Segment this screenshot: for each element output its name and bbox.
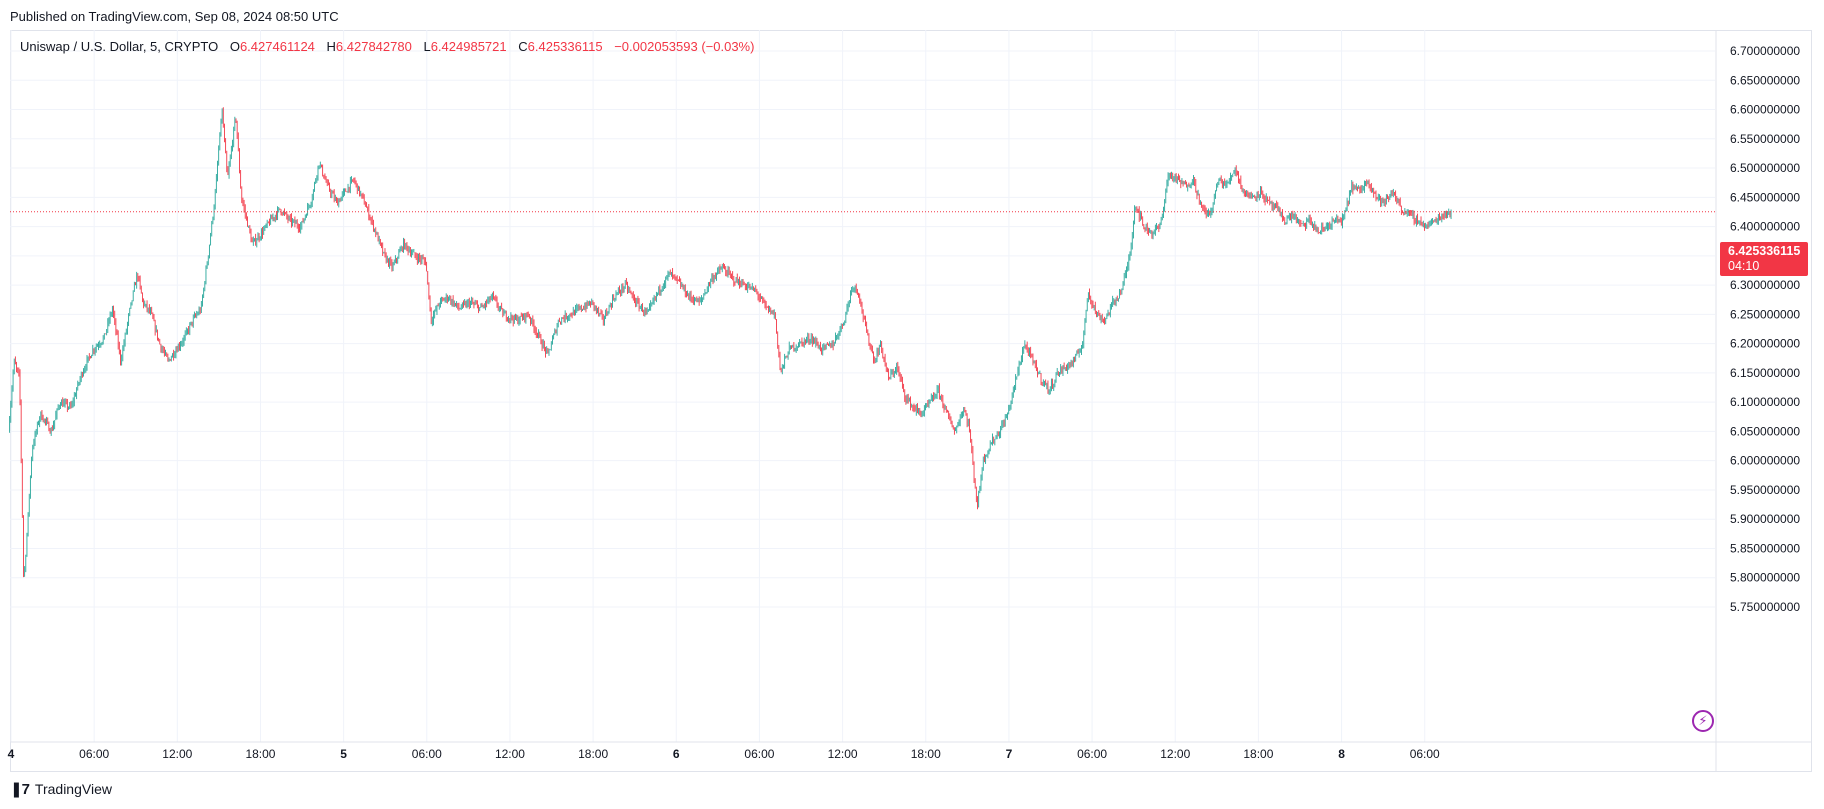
y-tick-label: 6.700000000 [1730,44,1800,58]
last-price-value: 6.425336115 [1728,244,1801,258]
y-tick-label: 5.850000000 [1730,541,1800,555]
close-value: 6.425336115 [527,39,603,54]
y-tick-label: 5.950000000 [1730,483,1800,497]
tradingview-logo-icon: ❚7 [10,781,30,798]
last-price-tag: 6.425336115 04:10 [1720,242,1808,276]
x-tick-label: 12:00 [495,747,525,761]
x-tick-label: 18:00 [1243,747,1273,761]
y-tick-label: 6.100000000 [1730,395,1800,409]
high-value: 6.427842780 [335,39,412,54]
x-tick-label: 4 [8,747,15,761]
x-tick-label: 12:00 [1160,747,1190,761]
bar-countdown: 04:10 [1728,259,1760,273]
y-tick-label: 6.600000000 [1730,103,1800,117]
y-tick-label: 6.150000000 [1730,366,1800,380]
y-tick-label: 5.900000000 [1730,512,1800,526]
symbol-title[interactable]: Uniswap / U.S. Dollar, 5, CRYPTO [20,39,219,54]
lightning-bolt-icon[interactable]: ⚡ [1692,710,1714,732]
y-tick-label: 5.800000000 [1730,571,1800,585]
x-tick-label: 06:00 [1410,747,1440,761]
low-value: 6.424985721 [430,39,507,54]
y-tick-label: 6.650000000 [1730,73,1800,87]
candles [9,107,1452,578]
x-tick-label: 5 [340,747,347,761]
x-tick-label: 12:00 [162,747,192,761]
high-label: H [326,39,336,54]
x-tick-label: 18:00 [578,747,608,761]
x-tick-label: 06:00 [744,747,774,761]
y-tick-label: 6.200000000 [1730,337,1800,351]
x-tick-label: 7 [1006,747,1013,761]
y-tick-label: 6.550000000 [1730,132,1800,146]
y-tick-label: 6.450000000 [1730,190,1800,204]
y-tick-label: 5.750000000 [1730,600,1800,614]
open-value: 6.427461124 [239,39,315,54]
x-tick-label: 06:00 [412,747,442,761]
footer: ❚7 TradingView [10,780,112,798]
published-caption: Published on TradingView.com, Sep 08, 20… [10,9,339,24]
low-label: L [423,39,431,54]
footer-brand: TradingView [34,781,112,797]
x-tick-label: 8 [1338,747,1345,761]
x-tick-label: 06:00 [79,747,109,761]
y-tick-label: 6.500000000 [1730,161,1800,175]
x-tick-label: 6 [673,747,680,761]
y-tick-label: 6.000000000 [1730,454,1800,468]
x-tick-label: 12:00 [828,747,858,761]
ohlc-legend: Uniswap / U.S. Dollar, 5, CRYPTO O6.4274… [20,39,754,54]
change-value: −0.002053593 (−0.03%) [614,39,755,54]
y-tick-label: 6.250000000 [1730,307,1800,321]
x-tick-label: 06:00 [1077,747,1107,761]
open-label: O [229,39,240,54]
x-tick-label: 18:00 [911,747,941,761]
x-tick-label: 18:00 [245,747,275,761]
y-tick-label: 6.050000000 [1730,424,1800,438]
close-label: C [518,39,528,54]
y-tick-label: 6.400000000 [1730,220,1800,234]
y-tick-label: 6.300000000 [1730,278,1800,292]
